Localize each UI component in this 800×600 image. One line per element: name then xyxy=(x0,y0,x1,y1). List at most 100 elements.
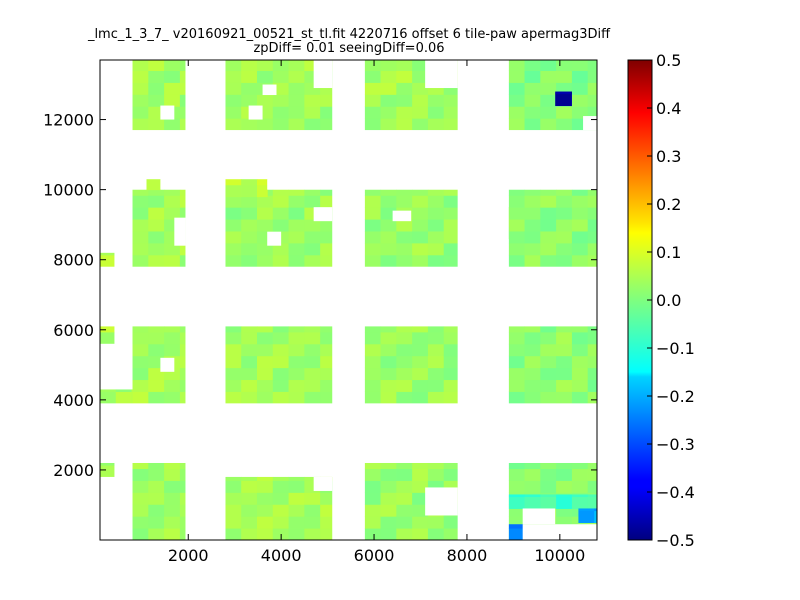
heatmap-cell xyxy=(508,94,526,107)
heatmap-cell xyxy=(508,355,526,369)
heatmap-cell xyxy=(427,468,445,481)
heatmap-cell xyxy=(364,189,382,196)
heatmap-cell xyxy=(272,82,290,95)
heatmap-cell xyxy=(179,468,186,481)
heatmap-cell xyxy=(556,468,573,481)
heatmap-cell xyxy=(427,528,445,541)
heatmap-cell xyxy=(148,219,165,232)
heatmap-cell xyxy=(364,391,382,404)
heatmap-cell xyxy=(412,331,429,345)
heatmap-cell xyxy=(164,504,181,517)
heatmap-cell xyxy=(100,331,115,345)
colorbar: 0.5 0.4 0.3 0.2 0.1 0.0 −0.1 −0.2 −0.3 −0.4 −0.5 xyxy=(627,51,695,550)
heatmap-cell xyxy=(540,219,557,232)
heatmap-cell xyxy=(320,355,333,369)
heatmap-cell xyxy=(396,219,413,232)
heatmap-cell xyxy=(556,379,573,392)
heatmap-cell xyxy=(304,219,321,232)
heatmap-cell xyxy=(555,93,572,107)
heatmap-cell xyxy=(132,468,149,481)
heatmap-cell xyxy=(540,355,557,369)
heatmap-cell xyxy=(164,331,181,345)
heatmap-cell xyxy=(587,254,598,268)
heatmap-cell xyxy=(380,106,397,119)
heatmap-cell xyxy=(241,492,258,505)
heatmap-cell xyxy=(412,219,429,232)
heatmap-cell xyxy=(146,179,161,191)
heatmap-cell xyxy=(380,189,397,196)
heatmap-cell xyxy=(148,504,165,517)
heatmap-cell xyxy=(508,219,526,232)
heatmap-cell xyxy=(164,254,181,268)
heatmap-cell xyxy=(241,528,258,541)
heatmap-cell xyxy=(571,189,589,196)
heatmap-cell xyxy=(427,118,445,131)
heatmap-cell xyxy=(508,480,526,493)
heatmap-cell xyxy=(179,82,186,95)
heatmap-cell xyxy=(320,326,333,333)
heatmap-cell xyxy=(540,60,557,72)
heatmap-cell xyxy=(556,254,573,268)
heatmap-cell xyxy=(508,106,526,119)
heatmap-cell xyxy=(241,184,258,198)
heatmap-cell xyxy=(179,516,186,529)
heatmap-cell xyxy=(540,242,557,256)
x-tick-label: 10000 xyxy=(534,546,585,565)
x-tick-label: 6000 xyxy=(354,546,395,565)
heatmap-cell xyxy=(241,355,258,369)
heatmap-cell xyxy=(556,367,573,381)
heatmap-cell xyxy=(396,230,413,244)
heatmap-cell xyxy=(587,468,598,481)
heatmap-cell xyxy=(587,195,598,208)
heatmap-cell xyxy=(148,528,165,541)
heatmap-cell xyxy=(256,118,274,131)
heatmap-cell xyxy=(443,355,459,369)
y-tick-label: 4000 xyxy=(53,391,94,410)
heatmap-cell xyxy=(396,242,413,256)
heatmap-cell xyxy=(132,70,149,83)
heatmap-cell xyxy=(412,516,429,529)
heatmap-cell xyxy=(225,70,242,83)
heatmap-cell xyxy=(556,230,573,244)
heatmap-cell xyxy=(241,476,258,481)
heatmap-cell xyxy=(179,480,186,493)
heatmap-cell xyxy=(132,343,149,357)
heatmap-cell xyxy=(256,219,274,232)
heatmap-cell xyxy=(100,389,117,392)
heatmap-cell xyxy=(100,326,115,333)
heatmap-cell xyxy=(241,516,258,529)
heatmap-cell xyxy=(148,326,165,333)
heatmap-cell xyxy=(179,207,186,220)
heatmap-cell xyxy=(396,326,413,333)
heatmap-cell xyxy=(412,242,429,256)
heatmap-cell xyxy=(179,355,186,369)
heatmap-cell xyxy=(556,219,573,232)
heatmap-cell xyxy=(132,82,149,95)
heatmap-cell xyxy=(508,195,526,208)
heatmap-cell xyxy=(164,379,181,392)
heatmap-cell xyxy=(571,207,589,220)
heatmap-cell xyxy=(241,331,258,345)
heatmap-cell xyxy=(396,118,413,131)
heatmap-cell xyxy=(288,94,305,107)
heatmap-cell xyxy=(304,195,321,208)
heatmap-cell xyxy=(587,462,598,470)
heatmap-cell xyxy=(524,480,541,493)
heatmap-cell xyxy=(148,189,165,196)
heatmap-cell xyxy=(443,219,459,232)
heatmap-cell xyxy=(571,219,589,232)
heatmap-cell xyxy=(148,60,165,72)
heatmap-cell xyxy=(508,189,526,196)
heatmap-cell xyxy=(380,492,397,505)
heatmap-cell xyxy=(320,254,333,268)
heatmap-cell xyxy=(412,189,429,196)
heatmap-cell xyxy=(396,331,413,345)
heatmap-cell xyxy=(179,94,186,107)
heatmap-cell xyxy=(179,391,186,404)
heatmap-cell xyxy=(571,355,589,369)
heatmap-cell xyxy=(241,367,258,381)
heatmap-cell xyxy=(412,230,429,244)
heatmap-cell xyxy=(540,367,557,381)
heatmap-cell xyxy=(132,462,149,470)
heatmap-cell xyxy=(225,379,242,392)
